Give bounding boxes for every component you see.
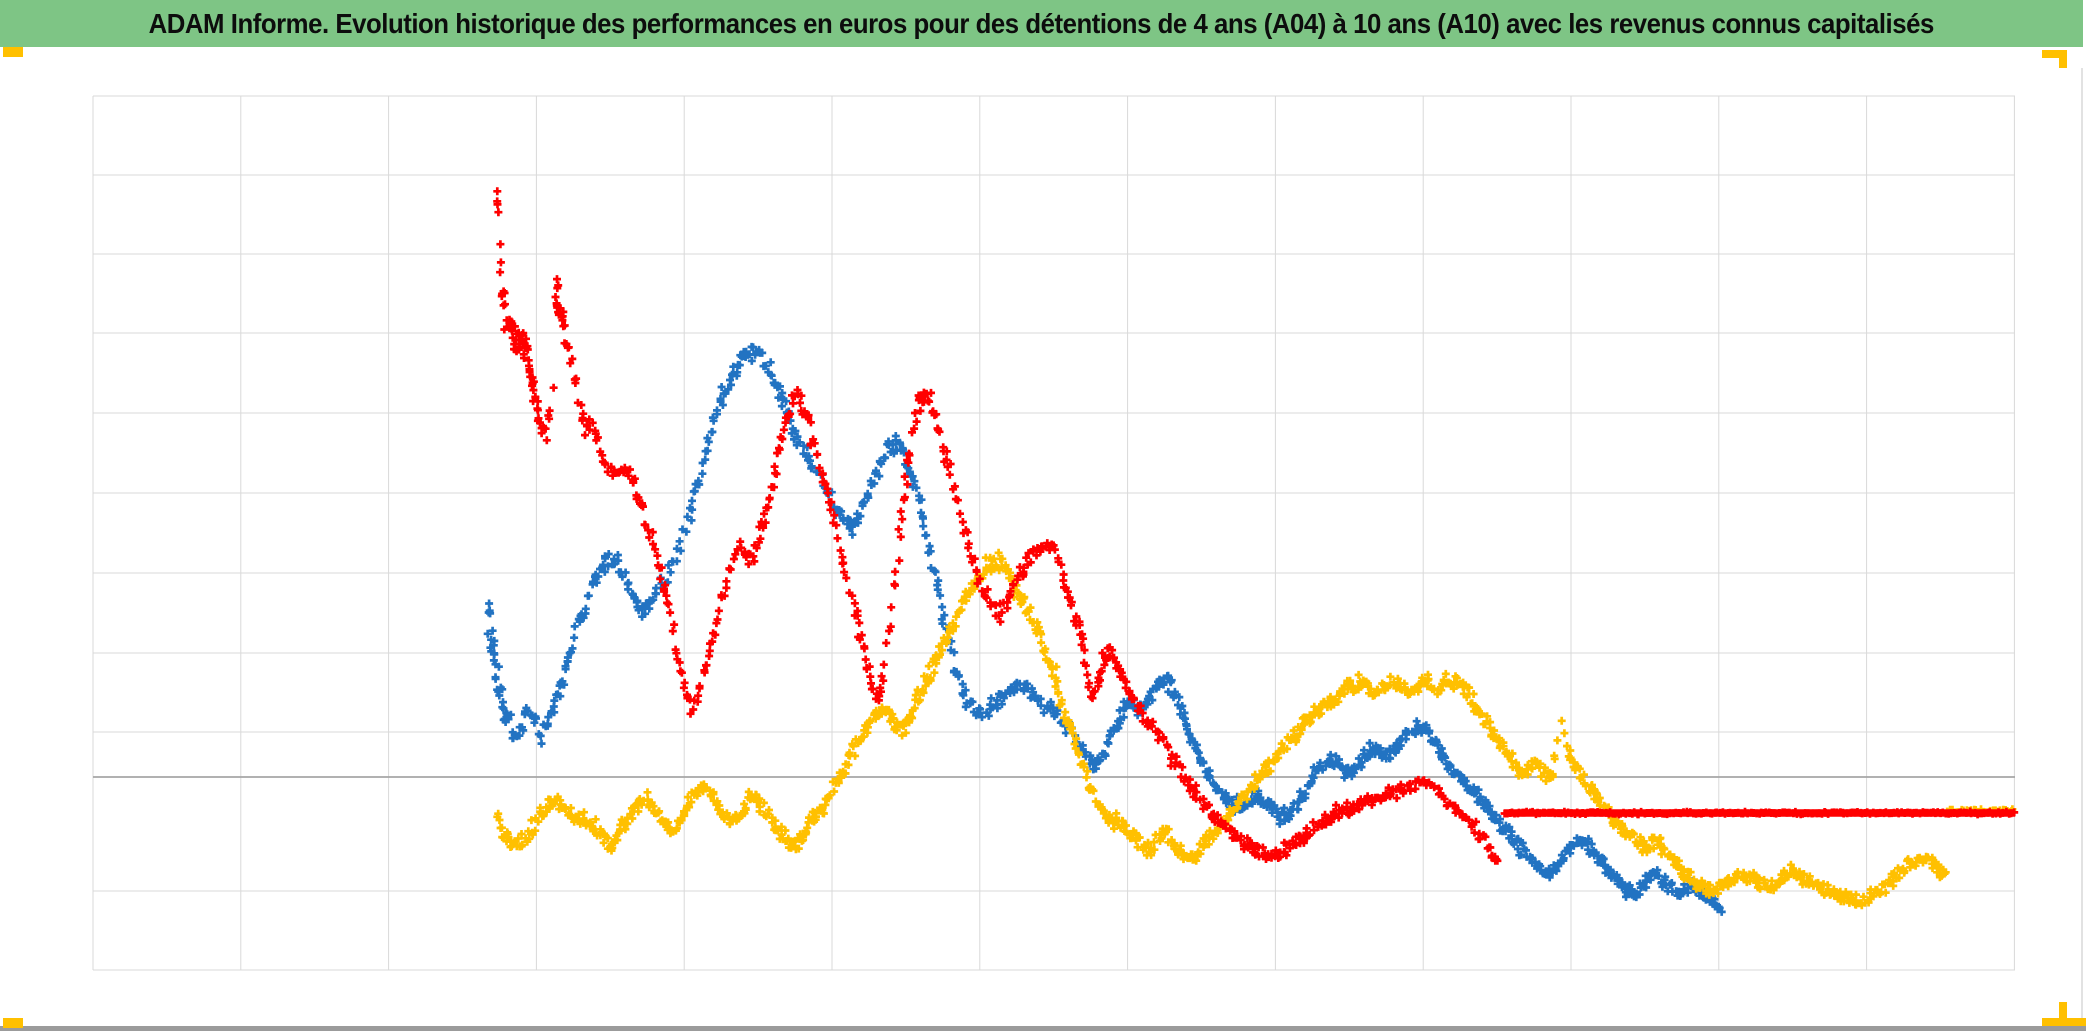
frame-accent-mark xyxy=(3,47,23,57)
frame-accent-mark xyxy=(2042,50,2067,58)
frame-accent-mark xyxy=(2059,1002,2067,1026)
frame-accent-mark xyxy=(2059,50,2067,68)
bottom-strip xyxy=(0,1026,2086,1031)
title-bar: ADAM Informe. Evolution historique des p… xyxy=(0,0,2083,47)
gold-series xyxy=(493,548,2017,910)
red-series-flat-line xyxy=(1504,809,2015,817)
blue-series xyxy=(483,342,1726,916)
frame-accent-mark xyxy=(3,1018,23,1028)
red-series xyxy=(493,187,2019,865)
title-text: ADAM Informe. Evolution historique des p… xyxy=(148,7,1935,39)
